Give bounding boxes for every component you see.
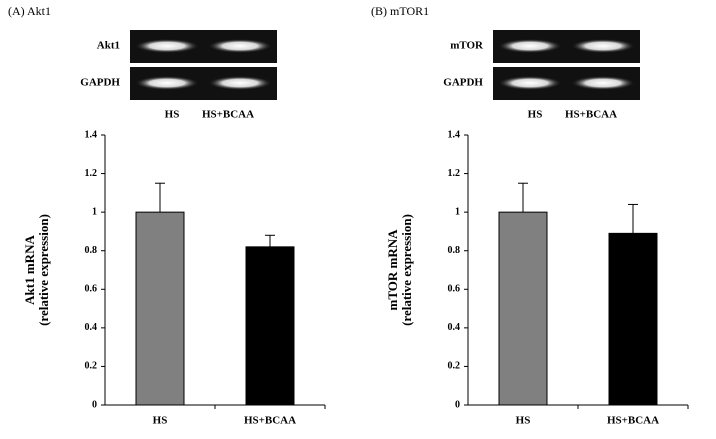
y-tick-label: 1.4 bbox=[448, 129, 461, 140]
gel-row-label: GAPDH bbox=[80, 77, 120, 89]
y-axis-label: mTOR mRNA(relative expression) bbox=[385, 214, 414, 326]
y-axis-label-line: (relative expression) bbox=[36, 214, 51, 326]
bar bbox=[245, 246, 295, 406]
y-axis-label-line: (relative expression) bbox=[399, 214, 414, 326]
gel-band bbox=[135, 39, 199, 53]
y-tick-label: 0.2 bbox=[85, 361, 98, 372]
x-tick-label: HS+BCAA bbox=[244, 415, 296, 427]
y-axis-label: Akt1 mRNA(relative expression) bbox=[22, 214, 51, 326]
y-tick-label: 1.2 bbox=[448, 168, 461, 179]
panel-title: (A) Akt1 bbox=[8, 4, 51, 18]
y-tick-label: 0 bbox=[92, 399, 97, 410]
y-axis-label-line: mTOR mRNA bbox=[385, 229, 400, 311]
bar bbox=[498, 211, 548, 406]
gel-lane-label: HS+BCAA bbox=[202, 109, 254, 121]
gel-lane-label: HS bbox=[528, 109, 543, 121]
y-tick-label: 1.4 bbox=[85, 129, 98, 140]
y-tick-label: 0.6 bbox=[85, 284, 98, 295]
bar bbox=[608, 232, 658, 406]
y-tick-label: 0.4 bbox=[85, 322, 98, 333]
y-tick-label: 0.8 bbox=[448, 245, 461, 256]
y-tick-label: 1.2 bbox=[85, 168, 98, 179]
gel-row-label: GAPDH bbox=[443, 77, 483, 89]
y-tick-label: 1 bbox=[455, 206, 460, 217]
bar bbox=[135, 211, 185, 406]
y-axis-label-line: Akt1 mRNA bbox=[22, 235, 37, 305]
y-tick-label: 0.2 bbox=[448, 361, 461, 372]
gel-lane-label: HS bbox=[165, 109, 180, 121]
x-tick-label: HS bbox=[153, 415, 168, 427]
gel-band bbox=[498, 39, 562, 53]
y-tick-label: 1 bbox=[92, 206, 97, 217]
gel-band bbox=[208, 76, 272, 90]
y-tick-label: 0.8 bbox=[85, 245, 98, 256]
y-tick-label: 0.4 bbox=[448, 322, 461, 333]
gel-band bbox=[208, 39, 272, 53]
panel-title: (B) mTOR1 bbox=[371, 4, 429, 18]
x-tick-label: HS+BCAA bbox=[607, 415, 659, 427]
y-tick-label: 0.6 bbox=[448, 284, 461, 295]
gel-row-label: mTOR bbox=[450, 40, 484, 52]
gel-row-label: Akt1 bbox=[97, 40, 120, 52]
gel-band bbox=[571, 76, 635, 90]
y-tick-label: 0 bbox=[455, 399, 460, 410]
x-tick-label: HS bbox=[516, 415, 531, 427]
gel-band bbox=[135, 76, 199, 90]
gel-lane-label: HS+BCAA bbox=[565, 109, 617, 121]
gel-band bbox=[571, 39, 635, 53]
gel-band bbox=[498, 76, 562, 90]
